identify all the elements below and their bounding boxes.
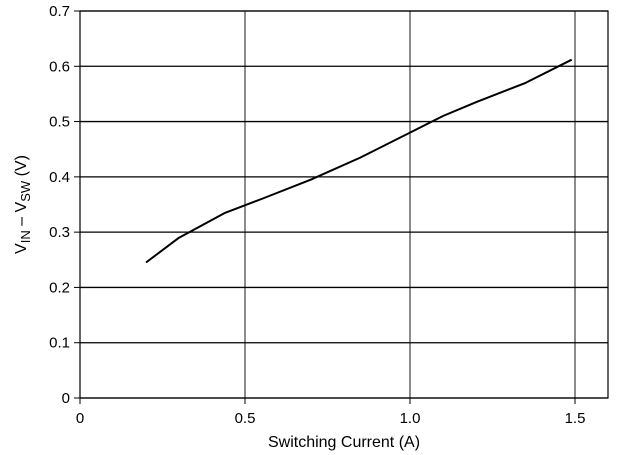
y-tick-label: 0.6 <box>49 58 70 75</box>
y-tick-label: 0.7 <box>49 3 70 20</box>
x-tick-label: 1.5 <box>565 410 586 427</box>
series-lines <box>145 58 573 264</box>
tick-labels: 0 0.1 0.2 0.3 0.4 0.5 0.6 0.7 0 0.5 1.0 1.5 <box>49 3 585 427</box>
x-tick-label: 1.0 <box>400 410 421 427</box>
x-tick-label: 0.5 <box>235 410 256 427</box>
y-tick-label: 0 <box>62 390 70 407</box>
x-axis-title: Switching Current (A) <box>268 434 420 451</box>
y-axis-title: VIN – VSW (V) <box>13 155 33 254</box>
y-tick-label: 0.4 <box>49 169 70 186</box>
grid-lines <box>74 10 608 404</box>
plot-frame <box>79 10 609 399</box>
series-line <box>145 58 573 264</box>
y-tick-label: 0.1 <box>49 335 70 352</box>
x-tick-label: 0 <box>76 410 84 427</box>
y-tick-label: 0.5 <box>49 114 70 131</box>
y-tick-label: 0.3 <box>49 224 70 241</box>
y-tick-label: 0.2 <box>49 279 70 296</box>
